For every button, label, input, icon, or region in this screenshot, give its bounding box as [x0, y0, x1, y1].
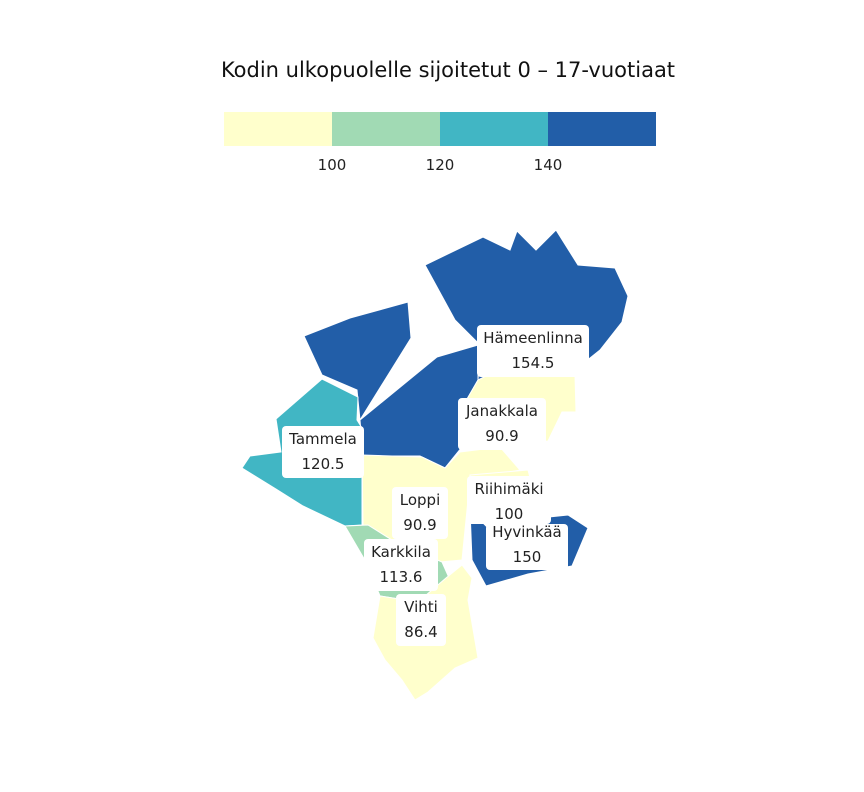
legend-tick-140: 140 — [534, 156, 563, 174]
label-loppi: Loppi 90.9 — [392, 487, 448, 539]
legend-tick-100: 100 — [318, 156, 347, 174]
label-karkkila: Karkkila 113.6 — [364, 539, 438, 591]
legend-tick-120: 120 — [426, 156, 455, 174]
label-value: 150 — [513, 548, 542, 566]
label-name: Vihti — [404, 598, 438, 616]
label-hyvinkaa: Hyvinkää 150 — [486, 523, 568, 570]
region-labels: Hämeenlinna 154.5 Janakkala 90.9 Tammela… — [282, 325, 589, 646]
label-hameenlinna: Hämeenlinna 154.5 — [477, 325, 589, 377]
label-vihti: Vihti 86.4 — [396, 594, 446, 646]
legend-swatch-3 — [440, 112, 548, 146]
legend-swatch-1 — [224, 112, 332, 146]
label-name: Karkkila — [371, 543, 431, 561]
label-name: Hyvinkää — [492, 523, 562, 541]
label-value: 154.5 — [512, 354, 555, 372]
label-value: 90.9 — [485, 427, 518, 445]
legend-swatch-2 — [332, 112, 440, 146]
label-value: 120.5 — [302, 455, 345, 473]
label-value: 100 — [495, 505, 524, 523]
map-title: Kodin ulkopuolelle sijoitetut 0 – 17-vuo… — [221, 58, 675, 82]
label-tammela: Tammela 120.5 — [282, 426, 364, 478]
label-value: 86.4 — [404, 623, 437, 641]
label-value: 90.9 — [403, 516, 436, 534]
label-name: Tammela — [288, 430, 357, 448]
label-name: Riihimäki — [474, 480, 543, 498]
label-value: 113.6 — [380, 568, 423, 586]
label-riihimaki: Riihimäki 100 — [467, 476, 551, 524]
legend-swatch-4 — [548, 112, 656, 146]
label-name: Janakkala — [465, 402, 538, 420]
label-janakkala: Janakkala 90.9 — [458, 398, 546, 450]
label-name: Hämeenlinna — [483, 329, 583, 347]
legend: 100 120 140 — [224, 112, 656, 174]
label-name: Loppi — [400, 491, 440, 509]
